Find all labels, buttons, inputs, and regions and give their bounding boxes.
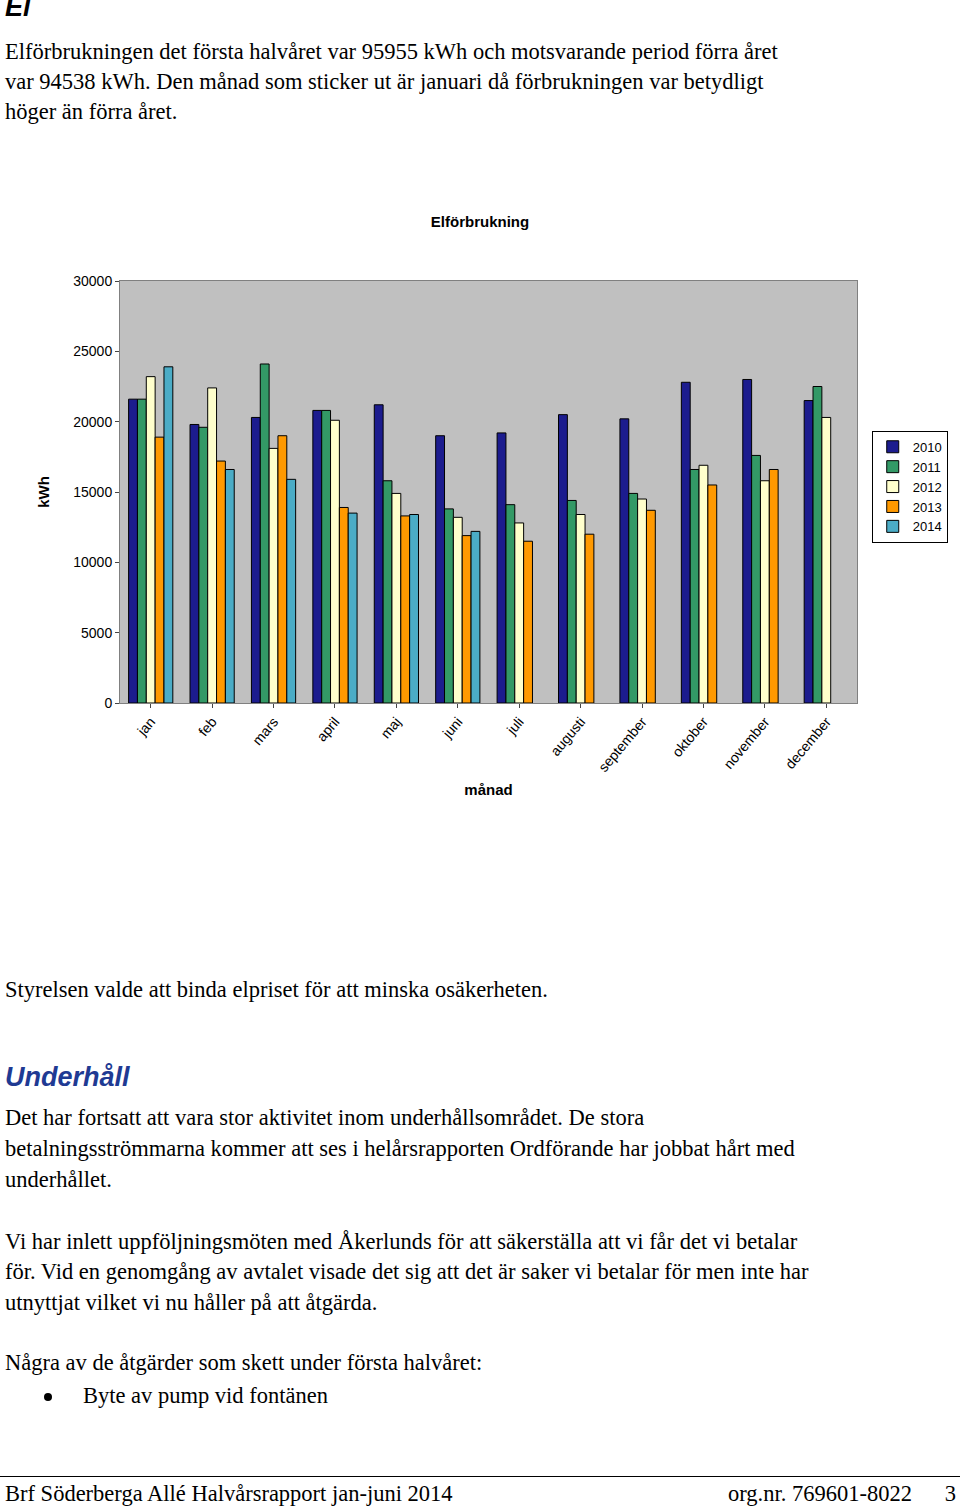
svg-text:20000: 20000 — [73, 414, 112, 430]
svg-text:november: november — [720, 714, 772, 772]
svg-text:30000: 30000 — [73, 273, 112, 289]
html-text:Några av de åtgärder som skett: Några av de åtgärder som skett under för… — [5, 1350, 483, 1375]
svg-text:maj: maj — [377, 714, 404, 742]
html-text:Byte av pump vid fontänen: Byte av pump vid fontänen — [83, 1383, 328, 1408]
html-text:för. Vid en genomgång av avtal: för. Vid en genomgång av avtalet visade … — [5, 1259, 809, 1284]
svg-text:december: december — [782, 714, 834, 772]
svg-text:oktober: oktober — [669, 714, 711, 760]
svg-text:2012: 2012 — [913, 480, 942, 495]
svg-text:juli: juli — [503, 714, 527, 738]
svg-text:augusti: augusti — [547, 714, 588, 759]
html-text:org.nr. 769601-8022: org.nr. 769601-8022 — [728, 1481, 912, 1506]
svg-text:april: april — [313, 714, 342, 745]
html-text:Det har fortsatt att vara stor: Det har fortsatt att vara stor aktivitet… — [5, 1105, 645, 1130]
svg-text:25000: 25000 — [73, 343, 112, 359]
svg-text:jan: jan — [133, 714, 158, 739]
html-text:underhållet.: underhållet. — [5, 1167, 112, 1192]
html-text:Styrelsen valde att binda elpr: Styrelsen valde att binda elpriset för a… — [5, 977, 548, 1002]
html-text:betalningsströmmarna kommer at: betalningsströmmarna kommer att ses i he… — [5, 1136, 795, 1161]
html-text:Elförbrukningen det första hal: Elförbrukningen det första halvåret var … — [5, 39, 778, 64]
svg-text:Elförbrukning: Elförbrukning — [431, 213, 529, 230]
html-text:Brf Söderberga Allé Halvårsrap: Brf Söderberga Allé Halvårsrapport jan-j… — [5, 1481, 453, 1506]
svg-text:5000: 5000 — [81, 625, 112, 641]
svg-text:mars: mars — [249, 714, 281, 748]
svg-text:feb: feb — [195, 714, 220, 739]
svg-text:15000: 15000 — [73, 484, 112, 500]
svg-text:kWh: kWh — [35, 476, 52, 508]
html-text:Underhåll: Underhåll — [5, 1062, 130, 1092]
html-text:var 94538 kWh. Den månad som s: var 94538 kWh. Den månad som sticker ut … — [5, 69, 764, 94]
html-text:Vi har inlett uppföljningsmöte: Vi har inlett uppföljningsmöten med Åker… — [5, 1229, 798, 1254]
svg-text:2011: 2011 — [913, 460, 941, 475]
svg-text:0: 0 — [104, 695, 112, 711]
svg-text:månad: månad — [464, 781, 512, 798]
svg-text:2010: 2010 — [913, 440, 942, 455]
svg-text:10000: 10000 — [73, 554, 112, 570]
svg-text:september: september — [595, 714, 650, 775]
svg-text:juni: juni — [439, 714, 466, 742]
svg-text:2013: 2013 — [913, 500, 942, 515]
svg-text:2014: 2014 — [913, 519, 942, 534]
html-text:höger än förra året.: höger än förra året. — [5, 99, 178, 124]
html-text:utnyttjat vilket vi nu håller: utnyttjat vilket vi nu håller på att åtg… — [5, 1290, 378, 1315]
html-text:3: 3 — [944, 1481, 956, 1506]
